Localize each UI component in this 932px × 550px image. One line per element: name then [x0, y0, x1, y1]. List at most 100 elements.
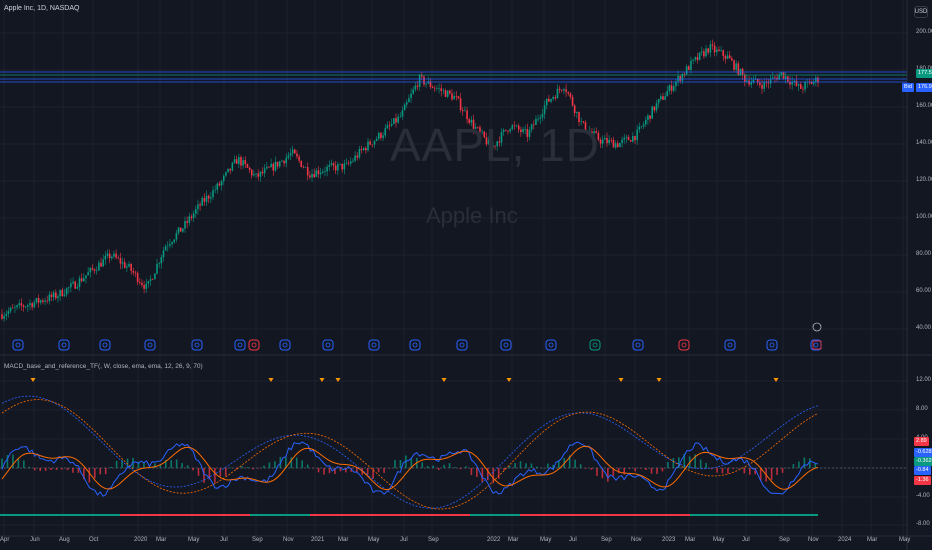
- histogram-bar: [230, 467, 233, 469]
- earnings-icon[interactable]: [545, 339, 557, 351]
- time-tick-label: Nov: [283, 537, 294, 543]
- earnings-icon[interactable]: [500, 339, 512, 351]
- currency-button[interactable]: USD: [914, 6, 928, 18]
- candle-body: [65, 288, 68, 295]
- candle-body: [201, 198, 204, 206]
- earnings-icon[interactable]: [144, 339, 156, 351]
- candle-body: [500, 131, 503, 143]
- price-tag-green: 177.57: [916, 69, 932, 78]
- candle-body: [449, 90, 451, 94]
- candle-body: [326, 166, 328, 172]
- earnings-icon-glyph: [15, 342, 21, 348]
- histogram-bar: [93, 468, 96, 479]
- histogram-bar: [110, 466, 112, 468]
- earnings-icon-glyph: [194, 342, 200, 348]
- histogram-bar: [803, 457, 806, 468]
- candle-body: [263, 168, 266, 174]
- candle-body: [778, 74, 781, 80]
- candle-body: [771, 77, 774, 79]
- candle-body: [220, 181, 223, 186]
- histogram-bar: [748, 468, 751, 475]
- candle-body: [294, 149, 296, 154]
- candle-body: [468, 119, 471, 123]
- candle-body: [61, 289, 64, 297]
- candle-body: [610, 139, 613, 141]
- candle-body: [802, 88, 804, 90]
- time-tick-label: 2020: [134, 537, 148, 543]
- histogram-bar: [459, 468, 462, 470]
- candle-body: [507, 130, 509, 132]
- histogram-bar: [486, 468, 489, 481]
- histogram-bar: [317, 468, 320, 473]
- candle-body: [117, 257, 120, 259]
- trend-segment: [520, 514, 690, 516]
- histogram-bar: [645, 468, 647, 471]
- earnings-icon-glyph: [102, 342, 108, 348]
- candle-body: [339, 163, 341, 165]
- candle-body: [780, 72, 783, 75]
- split-icon[interactable]: [248, 339, 260, 351]
- macd-tick-label: 8.00: [916, 406, 928, 412]
- lightning-icon[interactable]: [812, 322, 822, 332]
- earnings-icon[interactable]: [99, 339, 111, 351]
- candle-body: [248, 167, 251, 170]
- earnings-icon[interactable]: [12, 339, 24, 351]
- signal-triangles: [30, 378, 779, 382]
- candle-body: [660, 96, 662, 100]
- candle-body: [733, 60, 735, 70]
- time-tick-label: Nov: [808, 537, 819, 543]
- candle-body: [83, 278, 85, 282]
- earnings-icon[interactable]: [409, 339, 421, 351]
- earnings-icon[interactable]: [58, 339, 70, 351]
- histogram-bar: [503, 468, 505, 471]
- earnings-icon[interactable]: [589, 339, 601, 351]
- earnings-icon[interactable]: [322, 339, 334, 351]
- candle-body: [584, 122, 587, 132]
- dividend-icon[interactable]: [812, 340, 822, 350]
- earnings-icon[interactable]: [632, 339, 644, 351]
- candle-body: [173, 239, 176, 243]
- candle-body: [769, 78, 772, 84]
- candle-body: [685, 66, 688, 75]
- earnings-icon[interactable]: [678, 339, 690, 351]
- earnings-icon-glyph: [147, 342, 153, 348]
- time-tick-label: Sep: [428, 537, 439, 543]
- price-tick-label: 80.00: [916, 251, 932, 257]
- histogram-bar: [186, 465, 189, 468]
- earnings-icon[interactable]: [368, 339, 380, 351]
- earnings-icon[interactable]: [279, 339, 291, 351]
- symbol-title[interactable]: Apple Inc, 1D, NASDAQ: [4, 5, 80, 12]
- candle-body: [76, 286, 79, 289]
- candle-body: [672, 86, 675, 91]
- price-tick-label: 60.00: [916, 288, 932, 294]
- candle-body: [666, 91, 669, 97]
- candle-body: [541, 114, 544, 118]
- time-tick-label: 2021: [311, 537, 325, 543]
- candle-body: [98, 262, 100, 271]
- histogram-bar: [159, 464, 162, 468]
- earnings-icon[interactable]: [766, 339, 778, 351]
- histogram-bar: [154, 463, 156, 468]
- candle-body: [731, 58, 733, 61]
- candle-body: [647, 115, 649, 120]
- bid-label: Bid: [902, 83, 914, 92]
- earnings-icon[interactable]: [191, 339, 203, 351]
- candle-body: [573, 105, 576, 114]
- histogram-bar: [88, 468, 91, 483]
- candle-body: [567, 92, 570, 94]
- histogram-bar: [667, 461, 669, 468]
- time-tick-label: Mar: [508, 537, 519, 543]
- earnings-icon[interactable]: [234, 339, 246, 351]
- candle-body: [91, 268, 94, 270]
- histogram-bar: [301, 460, 304, 468]
- candle-body: [713, 45, 716, 53]
- earnings-icon[interactable]: [456, 339, 468, 351]
- earnings-icon[interactable]: [724, 339, 736, 351]
- time-tick-label: Apr: [0, 537, 10, 543]
- histogram-bar: [181, 463, 183, 468]
- indicator-title[interactable]: MACD_base_and_reference_TF(, W, close, e…: [4, 363, 203, 370]
- histogram-bar: [781, 468, 784, 473]
- candle-body: [511, 125, 514, 130]
- histogram-bar: [465, 466, 467, 468]
